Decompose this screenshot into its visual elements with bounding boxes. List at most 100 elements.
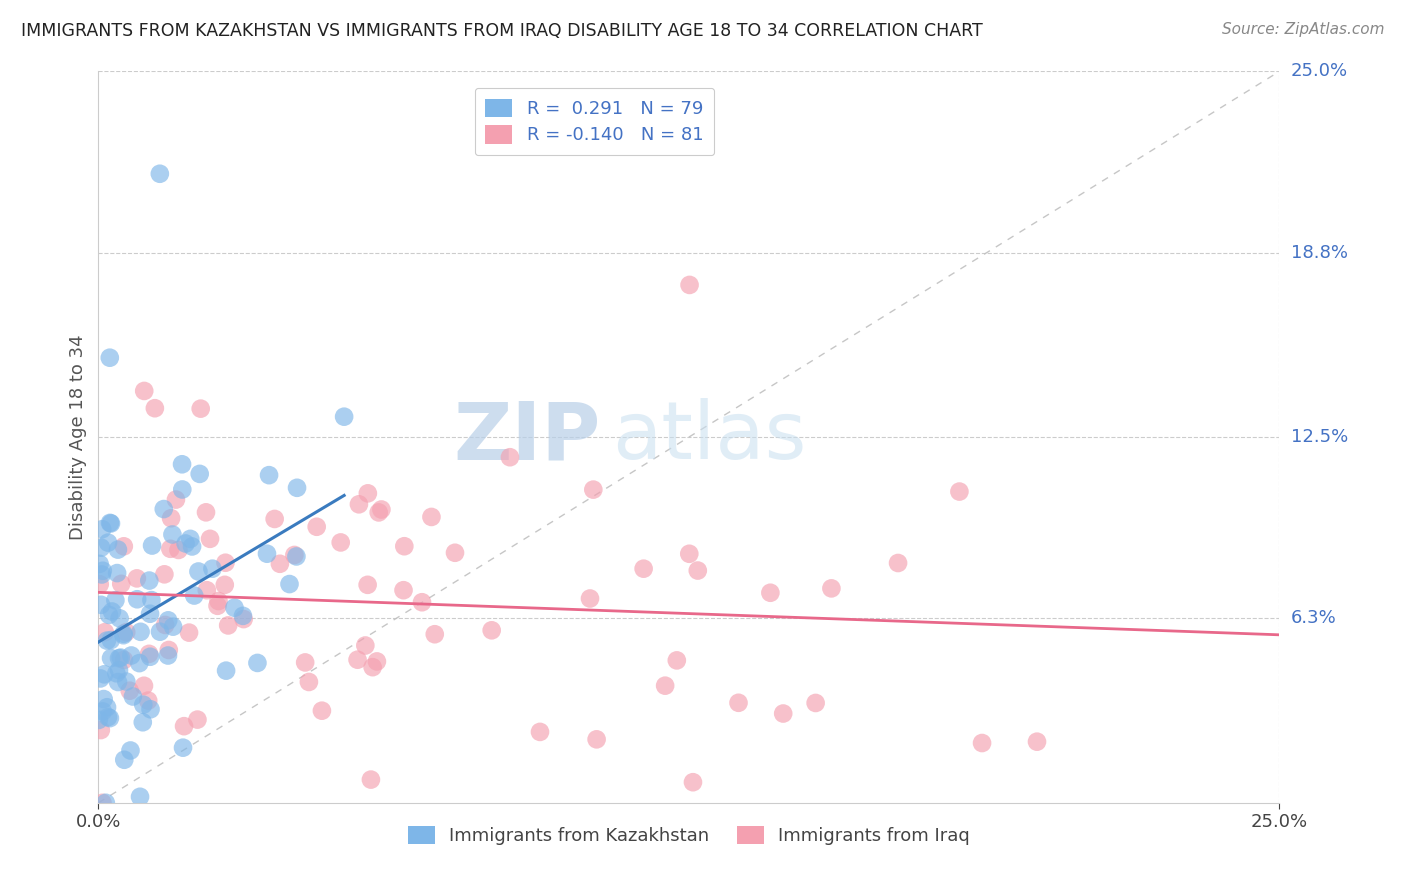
Point [529, 725, 551, 739]
Point [162, 620, 184, 634]
Point [585, 732, 607, 747]
Point [179, 532, 201, 546]
Point [96, 633, 118, 648]
Point [170, 457, 193, 471]
Point [195, 505, 218, 519]
Point [134, 384, 156, 398]
Point [100, 516, 122, 531]
Point [96, 700, 118, 714]
Text: IMMIGRANTS FROM KAZAKHSTAN VS IMMIGRANTS FROM IRAQ DISABILITY AGE 18 TO 34 CORRE: IMMIGRANTS FROM KAZAKHSTAN VS IMMIGRANTS… [21, 22, 983, 40]
Point [112, 539, 135, 553]
Point [283, 548, 305, 562]
Point [90, 541, 112, 555]
Point [132, 698, 155, 712]
Point [187, 565, 209, 579]
Point [346, 653, 368, 667]
Point [127, 592, 149, 607]
Point [357, 486, 380, 500]
Point [970, 736, 993, 750]
Point [97, 535, 120, 549]
Point [207, 594, 229, 608]
Text: 18.8%: 18.8% [1291, 244, 1347, 261]
Point [136, 693, 159, 707]
Point [100, 651, 122, 665]
Point [333, 409, 356, 424]
Point [149, 624, 172, 639]
Point [887, 556, 910, 570]
Point [329, 535, 352, 549]
Point [278, 577, 301, 591]
Point [246, 656, 269, 670]
Point [159, 541, 181, 556]
Point [215, 664, 238, 678]
Point [420, 510, 443, 524]
Point [162, 527, 184, 541]
Point [152, 502, 174, 516]
Point [141, 593, 163, 607]
Point [305, 520, 328, 534]
Point [122, 690, 145, 704]
Point [224, 600, 246, 615]
Point [759, 586, 782, 600]
Point [157, 613, 180, 627]
Point [156, 648, 179, 663]
Point [682, 775, 704, 789]
Point [269, 557, 291, 571]
Point [132, 679, 155, 693]
Point [105, 666, 128, 681]
Point [129, 624, 152, 639]
Point [115, 674, 138, 689]
Point [87, 713, 110, 727]
Point [948, 484, 970, 499]
Point [256, 547, 278, 561]
Point [128, 656, 150, 670]
Point [107, 675, 129, 690]
Point [392, 583, 415, 598]
Point [153, 618, 176, 632]
Text: Source: ZipAtlas.com: Source: ZipAtlas.com [1222, 22, 1385, 37]
Point [115, 625, 138, 640]
Point [98, 711, 121, 725]
Y-axis label: Disability Age 18 to 34: Disability Age 18 to 34 [69, 334, 87, 540]
Point [298, 675, 321, 690]
Point [174, 536, 197, 550]
Point [90, 723, 112, 737]
Text: 25.0%: 25.0% [1291, 62, 1348, 80]
Point [160, 511, 183, 525]
Text: atlas: atlas [612, 398, 807, 476]
Point [678, 547, 700, 561]
Point [214, 556, 236, 570]
Legend: Immigrants from Kazakhstan, Immigrants from Iraq: Immigrants from Kazakhstan, Immigrants f… [401, 819, 977, 852]
Point [186, 713, 208, 727]
Point [89, 672, 111, 686]
Point [108, 651, 131, 665]
Point [354, 639, 377, 653]
Point [132, 715, 155, 730]
Text: ZIP: ZIP [453, 398, 600, 476]
Point [654, 679, 676, 693]
Point [120, 648, 142, 663]
Point [89, 557, 111, 571]
Point [214, 578, 236, 592]
Point [91, 564, 114, 578]
Point [118, 683, 141, 698]
Point [172, 483, 194, 497]
Point [157, 643, 180, 657]
Point [90, 567, 112, 582]
Point [686, 564, 709, 578]
Point [110, 650, 132, 665]
Point [108, 611, 131, 625]
Point [177, 625, 200, 640]
Point [820, 582, 842, 596]
Point [360, 772, 382, 787]
Point [579, 591, 602, 606]
Text: 12.5%: 12.5% [1291, 428, 1348, 446]
Point [356, 578, 378, 592]
Point [143, 401, 166, 416]
Point [181, 540, 204, 554]
Point [91, 522, 114, 536]
Point [481, 624, 503, 638]
Point [633, 562, 655, 576]
Point [188, 467, 211, 481]
Point [183, 589, 205, 603]
